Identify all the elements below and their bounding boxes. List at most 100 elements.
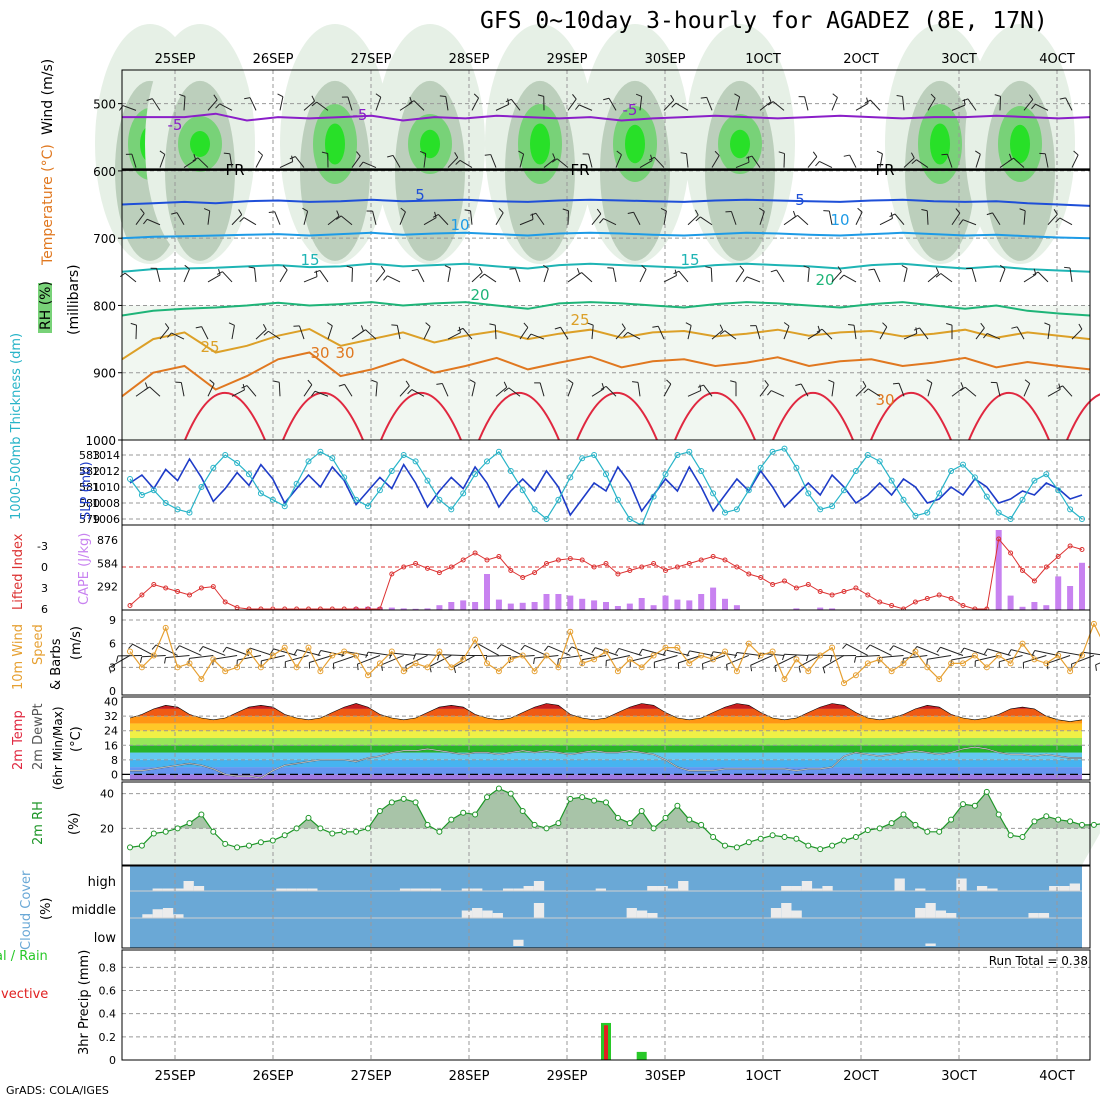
wind-barb (216, 271, 233, 283)
wind-speed-point (614, 668, 621, 675)
wind-barb-flag (503, 387, 510, 392)
wind-speed-point (376, 660, 383, 667)
cloud-bar (152, 888, 163, 891)
lifted-index-point (1020, 568, 1025, 573)
cape-bar (710, 587, 717, 610)
wind-barb-flag (955, 208, 961, 214)
wind-barb-shaft (495, 103, 509, 111)
cape-bar (662, 595, 669, 610)
rh-shade-top (190, 131, 210, 157)
wind-barb-shaft (201, 326, 209, 340)
wind-speed-point (460, 656, 467, 663)
wind-barb-shaft (612, 268, 617, 283)
contour-label: 20 (470, 286, 489, 304)
temp-band (130, 774, 1082, 780)
wind-barb-flag (1028, 94, 1034, 100)
wind-barb-flag (327, 322, 333, 327)
wind-barb-shaft (243, 217, 257, 226)
wind-speed-point (852, 672, 859, 679)
rh-point (448, 816, 455, 823)
wind-barb (615, 150, 622, 168)
wind-speed-point (876, 656, 883, 663)
isotherm-35-arch (772, 392, 854, 441)
wind-barb-shaft (375, 97, 382, 111)
cape-bar (793, 608, 800, 610)
lifted-index-point (222, 599, 228, 605)
slp-tick-label: 1014 (92, 449, 120, 462)
cloud-bar (1059, 886, 1070, 891)
wind-barb-shaft (706, 97, 713, 111)
wind-speed-point (603, 648, 609, 655)
thickness-point (686, 448, 693, 455)
contour-label: 30 (875, 391, 894, 409)
wind-speed-point (948, 660, 955, 667)
wind-barb-shaft (898, 383, 905, 397)
wind-barb-shaft (494, 325, 497, 340)
wind-barb (962, 98, 977, 111)
surface-wind-barb (332, 655, 357, 670)
rh-point (1007, 832, 1014, 839)
wind-barb-flag (635, 93, 642, 97)
wind-barb-shaft (730, 211, 737, 225)
surface-wind-barb-shaft (665, 649, 690, 656)
wind-barb (855, 207, 863, 225)
wind-speed-point (1019, 640, 1026, 647)
surface-wind-barb (356, 655, 381, 671)
wind-barb (526, 333, 545, 340)
wind-barb-shaft (678, 270, 689, 283)
thickness-point (495, 448, 502, 455)
cape-bar (591, 600, 598, 610)
wind-barb (864, 99, 881, 111)
thickness-point (852, 468, 859, 474)
rh-point (1079, 821, 1085, 828)
temp-tick-label: 32 (104, 710, 118, 723)
wind-barb (711, 324, 724, 340)
cape-bar (579, 598, 586, 610)
rh-panel-frame (121, 781, 1091, 866)
thickness-point (305, 458, 312, 465)
wind-speed-point (341, 648, 348, 655)
wind-speed-point (579, 660, 586, 667)
thickness-point (567, 474, 574, 481)
wind-speed-point (817, 652, 824, 659)
wind-barb-flag (935, 273, 942, 278)
temp-axis-label-1: 2m Temp (11, 710, 26, 770)
thickness-line (129, 447, 1083, 527)
wind-barb-flag (380, 265, 386, 272)
wind-barb-flag (130, 322, 137, 326)
thickness-point (436, 496, 443, 503)
wind-barb-flag (975, 150, 981, 155)
temp-tick-label: 0 (111, 768, 118, 781)
wind-barb-shaft (639, 96, 643, 111)
wind-barb (543, 264, 549, 283)
wind-barb (248, 266, 257, 282)
wind-barb (419, 150, 427, 168)
cape-bar (365, 606, 371, 610)
rh-point (805, 842, 812, 849)
cloud-bar (770, 908, 782, 918)
wind-barb-shaft (804, 96, 809, 111)
wind-barb-shaft (303, 211, 309, 225)
wind-barb-flag (632, 381, 639, 383)
wind-barb-flag (360, 325, 364, 332)
temp-bands (130, 703, 1082, 780)
lifted-index-point (413, 561, 419, 566)
surface-wind-barb (853, 654, 880, 663)
wind-barb-shaft (255, 154, 264, 168)
thickness-point (817, 506, 824, 513)
isotherm-35-arch (282, 392, 364, 441)
surface-wind-barb-shaft (477, 643, 500, 656)
cloud-bar (533, 881, 545, 891)
lifted-index-point (532, 570, 538, 576)
thickness-point (519, 487, 526, 494)
cloud-bar (657, 886, 668, 891)
rh-point (495, 785, 502, 792)
wind-barb-flag (1031, 103, 1036, 110)
wind-barb-shaft (1069, 267, 1073, 282)
wind-barb-shaft (964, 386, 977, 397)
surface-wind-barb-shaft (249, 647, 273, 656)
wind-barb-shaft (996, 382, 1001, 397)
cape-bar (686, 600, 693, 610)
wind-barb (831, 93, 838, 111)
wind-barb (119, 272, 137, 283)
